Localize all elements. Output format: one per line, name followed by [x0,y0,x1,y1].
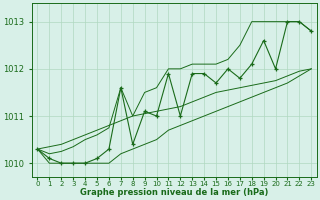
X-axis label: Graphe pression niveau de la mer (hPa): Graphe pression niveau de la mer (hPa) [80,188,268,197]
